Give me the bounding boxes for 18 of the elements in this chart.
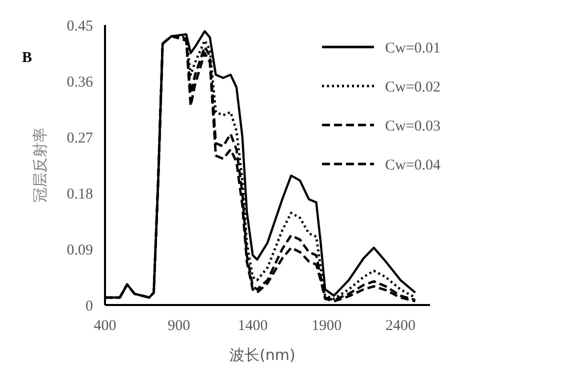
x-tick-label: 1900	[312, 318, 342, 334]
legend-label: Cw=0.01	[385, 40, 441, 56]
text: B	[22, 50, 32, 66]
x-tick-label: 2400	[385, 318, 416, 334]
y-tick-label: 0.09	[66, 242, 93, 258]
y-tick-label: 0.18	[66, 186, 93, 202]
y-tick-label: 0	[86, 298, 93, 314]
y-tick-label: 0.27	[66, 130, 94, 146]
legend-label: Cw=0.04	[385, 157, 442, 174]
y-axis-title: 冠层反射率	[31, 128, 49, 202]
legend-label: Cw=0.03	[385, 118, 441, 134]
x-axis-title: 波长(nm)	[230, 346, 296, 364]
x-tick-label: 400	[94, 318, 116, 334]
x-tick-label: 900	[168, 318, 190, 334]
x-tick-label: 1400	[238, 318, 268, 334]
y-tick-label: 0.45	[66, 18, 93, 34]
y-tick-label: 0.36	[66, 74, 94, 90]
legend-label: Cw=0.02	[385, 79, 441, 96]
